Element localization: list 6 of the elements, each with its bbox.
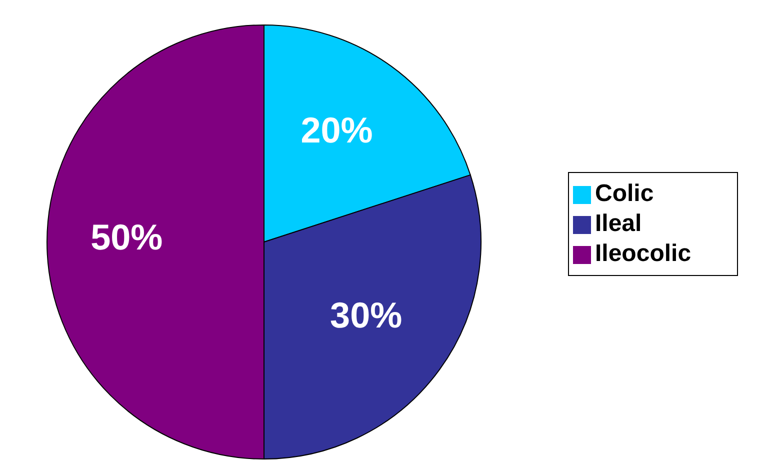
- data-label: 50%: [90, 216, 163, 258]
- data-label: 30%: [330, 294, 402, 336]
- legend-label: Ileal: [595, 210, 642, 237]
- data-label: 20%: [300, 109, 373, 150]
- legend-label: Ileocolic: [595, 240, 692, 267]
- legend-label: Colic: [595, 180, 654, 207]
